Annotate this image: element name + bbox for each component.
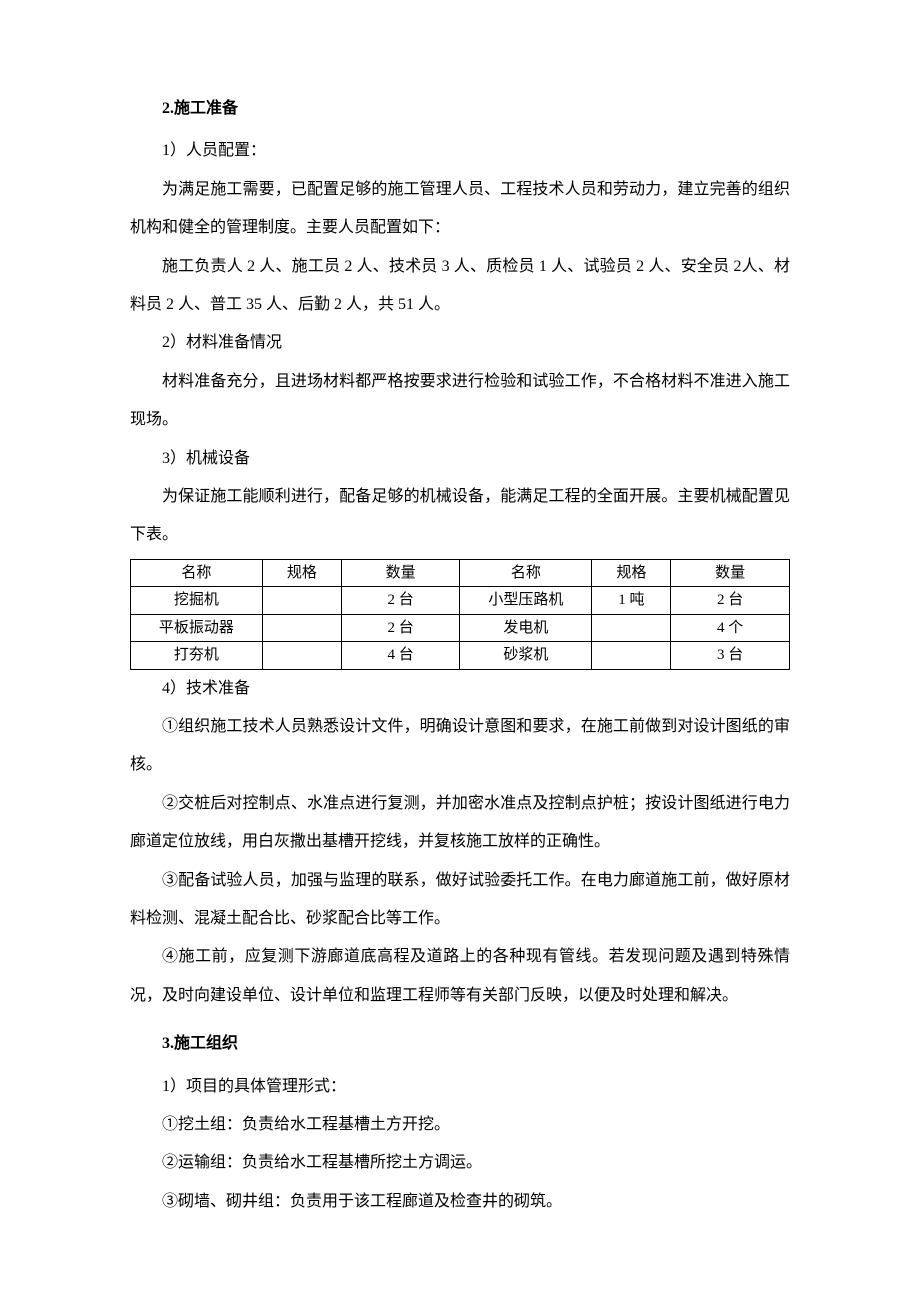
subsection-3-1-p3: ③砌墙、砌井组：负责用于该工程廊道及检查井的砌筑。 [130,1183,790,1221]
subsection-3-1-title: 1）项目的具体管理形式： [130,1068,790,1106]
cell-qty: 4 台 [341,642,460,670]
cell-spec [262,587,341,615]
section-2-heading: 2.施工准备 [130,90,790,128]
cell-qty: 4 个 [671,614,790,642]
cell-qty: 2 台 [671,587,790,615]
cell-qty: 3 台 [671,642,790,670]
cell-qty: 2 台 [341,614,460,642]
cell-qty: 2 台 [341,587,460,615]
table-row: 打夯机 4 台 砂浆机 3 台 [131,642,790,670]
cell-name: 打夯机 [131,642,263,670]
cell-name: 小型压路机 [460,587,592,615]
section-3-heading: 3.施工组织 [130,1025,790,1063]
cell-name: 挖掘机 [131,587,263,615]
subsection-2-4-title: 4）技术准备 [130,670,790,708]
cell-name: 发电机 [460,614,592,642]
subsection-2-4-p4: ④施工前，应复测下游廊道底高程及道路上的各种现有管线。若发现问题及遇到特殊情况，… [130,938,790,1015]
subsection-2-2-title: 2）材料准备情况 [130,324,790,362]
table-header-row: 名称 规格 数量 名称 规格 数量 [131,559,790,587]
subsection-2-1-title: 1）人员配置： [130,132,790,170]
subsection-2-3-p1: 为保证施工能顺利进行，配备足够的机械设备，能满足工程的全面开展。主要机械配置见下… [130,478,790,555]
subsection-2-1-p2: 施工负责人 2 人、施工员 2 人、技术员 3 人、质检员 1 人、试验员 2 … [130,248,790,325]
subsection-2-4-p3: ③配备试验人员，加强与监理的联系，做好试验委托工作。在电力廊道施工前，做好原材料… [130,862,790,939]
subsection-2-3-title: 3）机械设备 [130,440,790,478]
header-qty-1: 数量 [341,559,460,587]
header-spec-1: 规格 [262,559,341,587]
subsection-2-4-p2: ②交桩后对控制点、水准点进行复测，并加密水准点及控制点护桩；按设计图纸进行电力廊… [130,785,790,862]
cell-spec [262,614,341,642]
cell-spec [592,642,671,670]
table-row: 挖掘机 2 台 小型压路机 1 吨 2 台 [131,587,790,615]
cell-name: 平板振动器 [131,614,263,642]
header-name-2: 名称 [460,559,592,587]
header-qty-2: 数量 [671,559,790,587]
subsection-3-1-p1: ①挖土组：负责给水工程基槽土方开挖。 [130,1106,790,1144]
subsection-2-4-p1: ①组织施工技术人员熟悉设计文件，明确设计意图和要求，在施工前做到对设计图纸的审核… [130,708,790,785]
header-name-1: 名称 [131,559,263,587]
subsection-2-2-p1: 材料准备充分，且进场材料都严格按要求进行检验和试验工作，不合格材料不准进入施工现… [130,363,790,440]
cell-spec: 1 吨 [592,587,671,615]
cell-spec [592,614,671,642]
table-row: 平板振动器 2 台 发电机 4 个 [131,614,790,642]
header-spec-2: 规格 [592,559,671,587]
cell-spec [262,642,341,670]
equipment-table: 名称 规格 数量 名称 规格 数量 挖掘机 2 台 小型压路机 1 吨 2 台 … [130,559,790,670]
subsection-3-1-p2: ②运输组：负责给水工程基槽所挖土方调运。 [130,1144,790,1182]
subsection-2-1-p1: 为满足施工需要，已配置足够的施工管理人员、工程技术人员和劳动力，建立完善的组织机… [130,171,790,248]
cell-name: 砂浆机 [460,642,592,670]
